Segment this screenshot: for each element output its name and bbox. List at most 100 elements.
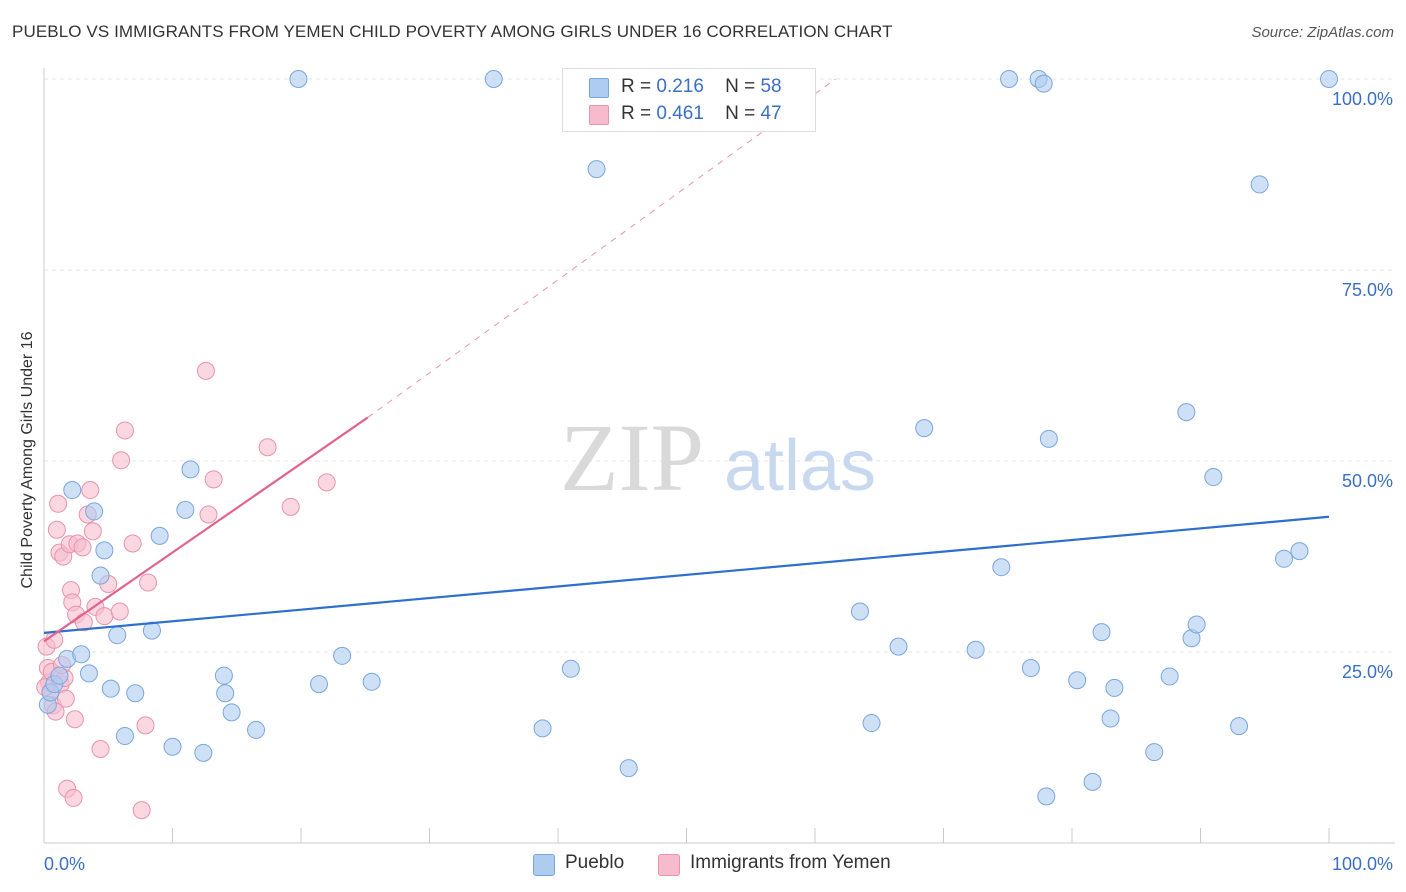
- pueblo-point: [1320, 70, 1338, 88]
- yemen-point: [95, 607, 114, 626]
- pueblo-point: [561, 659, 580, 678]
- pueblo-point: [1034, 74, 1053, 93]
- grid-lines: [44, 78, 1395, 653]
- pueblo-point: [1037, 787, 1056, 806]
- legend-r-label: R =: [621, 103, 652, 124]
- pueblo-point: [63, 481, 82, 500]
- pueblo-point: [1068, 671, 1087, 690]
- pueblo-point: [966, 640, 985, 659]
- tick-labels: 25.0% 50.0% 75.0% 100.0% 0.0% 100.0%: [44, 89, 1393, 874]
- yemen-point: [112, 451, 131, 470]
- yemen-point: [136, 716, 155, 735]
- pueblo-trend-line: [43, 515, 1330, 634]
- pueblo-point: [216, 684, 235, 703]
- source-label: Source: ZipAtlas.com: [1251, 24, 1394, 41]
- pueblo-point: [79, 664, 98, 683]
- legend-swatch-pueblo: [589, 78, 609, 98]
- legend-n-value: 47: [760, 103, 782, 124]
- yemen-trend-line: [43, 416, 369, 643]
- pueblo-point: [181, 460, 200, 479]
- legend-text-yemen: R = 0.461 N = 47: [621, 103, 782, 125]
- yemen-point: [204, 470, 223, 489]
- pueblo-point: [1187, 615, 1206, 634]
- yemen-point: [196, 361, 215, 380]
- pueblo-point: [85, 502, 104, 521]
- series-pueblo: [38, 70, 1338, 806]
- pueblo-point: [862, 714, 881, 733]
- pueblo-point: [126, 684, 145, 703]
- yemen-point: [56, 689, 75, 708]
- watermark-atlas: atlas: [724, 426, 876, 506]
- series-legend: Pueblo Immigrants from Yemen: [0, 852, 1406, 878]
- pueblo-point: [108, 626, 127, 645]
- axes: [43, 68, 1395, 844]
- y-tick-label: 25.0%: [1342, 662, 1393, 682]
- yemen-trend-extension: [367, 78, 836, 418]
- yemen-point: [81, 481, 100, 500]
- pueblo-point: [889, 637, 908, 656]
- legend-r-value: 0.216: [656, 76, 704, 97]
- yemen-point: [132, 801, 151, 820]
- x-tick-label: 100.0%: [1332, 854, 1393, 874]
- legend-label-pueblo: Pueblo: [565, 852, 625, 873]
- pueblo-point: [1250, 175, 1269, 194]
- watermark-zip: ZIP: [560, 404, 704, 511]
- pueblo-point: [309, 675, 328, 694]
- pueblo-point: [850, 602, 869, 621]
- legend-r-label: R =: [621, 76, 652, 97]
- pueblo-point: [222, 703, 241, 722]
- yemen-point: [281, 497, 300, 516]
- pueblo-point: [95, 541, 114, 560]
- yemen-point: [73, 538, 92, 557]
- chart-title: PUEBLO VS IMMIGRANTS FROM YEMEN CHILD PO…: [12, 22, 893, 41]
- pueblo-point: [1101, 709, 1120, 728]
- legend-swatch-yemen: [658, 854, 680, 876]
- yemen-point: [115, 421, 134, 440]
- yemen-point: [139, 573, 158, 592]
- yemen-point: [64, 788, 83, 807]
- trend-lines: [43, 78, 1330, 643]
- yemen-point: [91, 740, 110, 759]
- pueblo-point: [1290, 542, 1309, 561]
- pueblo-point: [1105, 678, 1124, 697]
- legend-label-yemen: Immigrants from Yemen: [690, 852, 891, 873]
- legend-n-value: 58: [760, 76, 782, 97]
- pueblo-point: [115, 727, 134, 746]
- legend-text-pueblo: R = 0.216 N = 58: [621, 76, 782, 98]
- y-tick-label: 75.0%: [1342, 280, 1393, 300]
- pueblo-point: [150, 526, 169, 545]
- pueblo-point: [1275, 549, 1294, 568]
- pueblo-point: [1092, 623, 1111, 642]
- pueblo-point: [533, 719, 552, 738]
- pueblo-point: [163, 737, 182, 756]
- yemen-point: [199, 505, 218, 524]
- pueblo-point: [1145, 743, 1164, 762]
- pueblo-point: [362, 672, 381, 691]
- pueblo-point: [1000, 70, 1019, 88]
- legend-n-label: N =: [725, 76, 756, 97]
- pueblo-point: [915, 419, 934, 438]
- yemen-point: [49, 494, 68, 513]
- yemen-point: [47, 520, 66, 539]
- yemen-point: [123, 534, 142, 553]
- pueblo-point: [619, 759, 638, 778]
- pueblo-point: [50, 666, 69, 685]
- x-tick-label: 0.0%: [44, 854, 85, 874]
- pueblo-point: [289, 70, 308, 88]
- pueblo-point: [587, 160, 606, 179]
- pueblo-point: [1083, 772, 1102, 791]
- pueblo-point: [333, 646, 352, 665]
- stats-legend: R = 0.216 N = 58 R = 0.461 N = 47: [562, 68, 816, 132]
- pueblo-point: [72, 645, 91, 664]
- legend-swatch-yemen: [589, 105, 609, 125]
- y-tick-label: 100.0%: [1332, 89, 1393, 109]
- legend-n-label: N =: [725, 103, 756, 124]
- pueblo-point: [484, 70, 503, 88]
- pueblo-point: [176, 500, 195, 519]
- pueblo-point: [1204, 468, 1223, 487]
- yemen-point: [110, 602, 129, 621]
- yemen-point: [65, 710, 84, 729]
- pueblo-point: [1177, 403, 1196, 422]
- pueblo-point: [992, 558, 1011, 577]
